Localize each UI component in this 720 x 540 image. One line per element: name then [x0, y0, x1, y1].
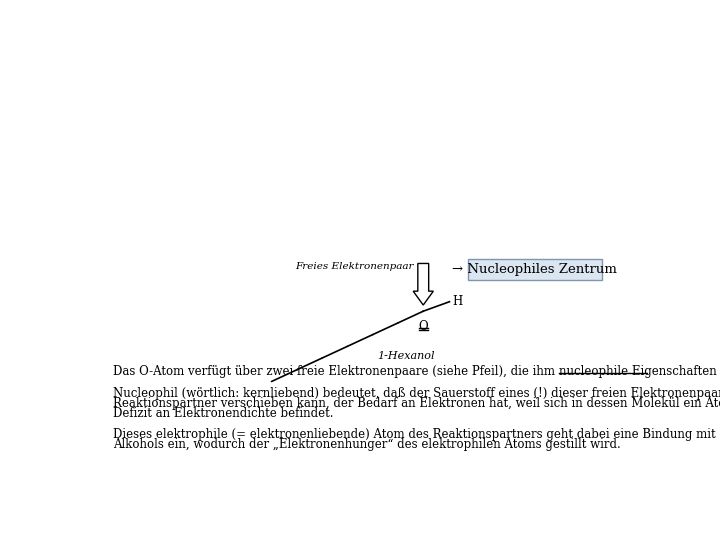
Text: Nucleophil (wörtlich: kernliebend) bedeutet, daß der Sauerstoff eines (!) dieser: Nucleophil (wörtlich: kernliebend) bedeu… — [113, 387, 720, 400]
Text: Reaktionspartner verschieben kann, der Bedarf an Elektronen hat, weil sich in de: Reaktionspartner verschieben kann, der B… — [113, 397, 720, 410]
Text: Dieses elektrophile (= elektronenliebende) Atom des Reaktionspartners geht dabei: Dieses elektrophile (= elektronenliebend… — [113, 428, 720, 441]
Text: 1-Hexanol: 1-Hexanol — [377, 351, 434, 361]
Text: Defizit an Elektronendichte befindet.: Defizit an Elektronendichte befindet. — [113, 407, 334, 420]
FancyBboxPatch shape — [468, 259, 601, 280]
Text: O: O — [418, 320, 428, 333]
Text: nucleophile Eigenschaften: nucleophile Eigenschaften — [559, 365, 716, 378]
Text: H: H — [453, 295, 463, 308]
Text: Alkohols ein, wodurch der „Elektronenhunger“ des elektrophilen Atoms gestillt wi: Alkohols ein, wodurch der „Elektronenhun… — [113, 438, 621, 451]
Text: verleihen.: verleihen. — [716, 365, 720, 378]
Polygon shape — [413, 264, 433, 305]
Text: Freies Elektronenpaar: Freies Elektronenpaar — [295, 262, 414, 271]
Text: → Nucleophiles Zentrum: → Nucleophiles Zentrum — [452, 263, 617, 276]
Text: Das O-Atom verfügt über zwei freie Elektronenpaare (siehe Pfeil), die ihm: Das O-Atom verfügt über zwei freie Elekt… — [113, 365, 559, 378]
